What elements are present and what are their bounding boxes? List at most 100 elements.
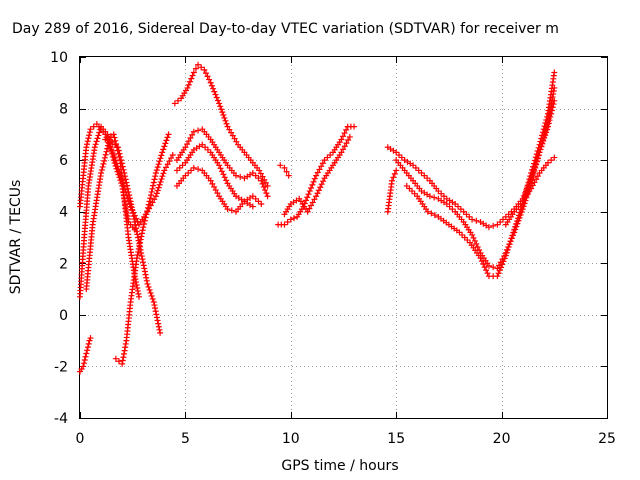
data-point — [144, 280, 151, 287]
series-arc-m — [277, 162, 292, 179]
data-point — [137, 239, 144, 246]
data-point — [84, 347, 91, 354]
y-tick-label: 0 — [59, 308, 68, 324]
data-point — [148, 188, 155, 195]
data-point — [490, 264, 497, 271]
data-point — [283, 168, 290, 175]
data-point — [195, 127, 202, 134]
data-point — [424, 208, 431, 215]
data-point — [258, 177, 265, 184]
data-point — [285, 172, 292, 179]
data-point — [104, 142, 111, 149]
data-point — [87, 335, 94, 342]
data-point — [163, 137, 170, 144]
data-point — [192, 65, 199, 72]
data-point — [341, 143, 348, 150]
data-point — [510, 229, 517, 236]
x-tick-label: 25 — [598, 431, 616, 447]
data-point — [140, 224, 147, 231]
data-point — [256, 167, 263, 174]
data-point — [140, 262, 147, 269]
data-point — [81, 356, 88, 363]
data-point — [214, 190, 221, 197]
data-point — [208, 82, 215, 89]
data-point — [311, 196, 318, 203]
data-point — [513, 221, 520, 228]
data-point — [426, 193, 433, 200]
data-point — [119, 357, 126, 364]
y-tick-label: 10 — [50, 50, 68, 66]
data-point — [514, 218, 521, 225]
series-arc-r — [384, 167, 400, 215]
data-point — [508, 235, 515, 242]
data-point — [153, 314, 160, 321]
y-tick-label: 2 — [59, 256, 68, 272]
data-point — [184, 84, 191, 91]
data-point — [113, 165, 120, 172]
data-point — [133, 279, 140, 286]
data-point — [84, 141, 91, 148]
data-point — [114, 147, 121, 154]
data-point — [202, 70, 209, 77]
series-arc-h — [173, 126, 271, 200]
data-point — [149, 199, 156, 206]
data-point — [141, 220, 148, 227]
data-point — [211, 88, 218, 95]
data-point — [277, 162, 284, 169]
data-point — [98, 170, 105, 177]
x-tick-labels: 0 5 10 15 20 25 — [76, 431, 616, 447]
data-point — [220, 112, 227, 119]
data-point — [207, 177, 214, 184]
data-point — [112, 162, 119, 169]
data-point — [533, 151, 540, 158]
data-point — [189, 131, 196, 138]
series-arc-l — [281, 133, 353, 218]
data-point — [201, 66, 208, 73]
data-point — [216, 100, 223, 107]
data-point — [214, 97, 221, 104]
data-point — [130, 210, 137, 217]
data-point — [512, 223, 519, 230]
data-point — [220, 171, 227, 178]
data-point — [184, 141, 191, 148]
data-point — [478, 258, 485, 265]
data-point — [501, 255, 508, 262]
data-point — [134, 231, 141, 238]
data-point — [108, 147, 115, 154]
x-tick-label: 15 — [387, 431, 405, 447]
data-point — [218, 106, 225, 113]
data-point — [539, 132, 546, 139]
data-point — [495, 270, 502, 277]
data-point — [143, 211, 150, 218]
data-point — [158, 152, 165, 159]
data-point — [318, 163, 325, 170]
data-point — [154, 187, 161, 194]
data-point — [121, 347, 128, 354]
data-point — [515, 212, 522, 219]
data-point — [137, 236, 144, 243]
data-point — [233, 138, 240, 145]
data-point — [84, 344, 91, 351]
data-point — [473, 217, 480, 224]
data-point — [151, 176, 158, 183]
data-point — [175, 97, 182, 104]
data-point — [345, 137, 352, 144]
data-point — [160, 146, 167, 153]
data-point — [162, 140, 169, 147]
data-point — [152, 173, 159, 180]
data-point — [159, 149, 166, 156]
data-point — [306, 205, 313, 212]
data-point — [338, 149, 345, 156]
data-point — [209, 180, 216, 187]
data-point — [543, 116, 550, 123]
data-point — [257, 170, 264, 177]
data-point — [471, 237, 478, 244]
data-point — [548, 157, 555, 164]
data-point — [532, 154, 539, 161]
data-point — [161, 167, 168, 174]
data-point — [146, 198, 153, 205]
data-point — [171, 100, 178, 107]
data-point — [168, 155, 175, 162]
data-point — [511, 226, 518, 233]
data-point — [217, 103, 224, 110]
